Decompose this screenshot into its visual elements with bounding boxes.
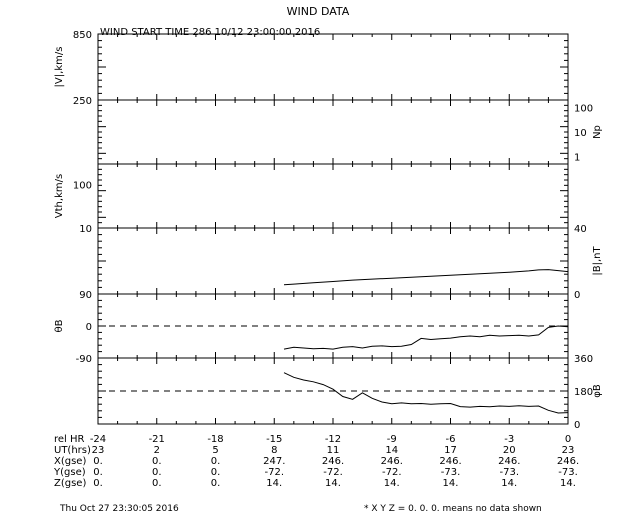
y-tick-label-right: 0 bbox=[574, 420, 580, 431]
y-tick-label-left: 850 bbox=[73, 30, 92, 41]
y-axis-label: θB bbox=[54, 319, 65, 332]
y-tick-label-right: 180 bbox=[574, 387, 593, 398]
table-cell: -72. bbox=[382, 467, 402, 478]
footer-note: * X Y Z = 0. 0. 0. means no data shown bbox=[364, 504, 542, 512]
y-tick-label-left: 100 bbox=[73, 181, 92, 192]
y-tick-label-left: 0 bbox=[86, 322, 92, 333]
y-axis-label-right: Np bbox=[592, 125, 603, 139]
y-tick-label-right: 360 bbox=[574, 354, 593, 365]
panel-thermal_speed: 100 10 Vth,km/s bbox=[54, 163, 569, 235]
table-cell: 17 bbox=[444, 445, 457, 456]
panel-speed: 850 250 |V|,km/s bbox=[54, 30, 569, 107]
y-tick-label-left: 10 bbox=[79, 224, 92, 235]
table-cell: 0. bbox=[211, 478, 221, 489]
table-cell: 14. bbox=[384, 478, 400, 489]
table-cell: 5 bbox=[212, 445, 218, 456]
y-tick-label-right: 100 bbox=[574, 103, 593, 114]
table-cell: 247. bbox=[263, 456, 285, 467]
y-tick-label-left: -90 bbox=[76, 354, 92, 365]
table-row-label: Y(gse) bbox=[53, 467, 86, 478]
table-cell: 14. bbox=[443, 478, 459, 489]
panel-frame bbox=[97, 163, 569, 229]
x-axis-group: rel HR -24 -21 -18 -15 -12 -9 -6 -3 0UT(hrs) 23 2 5 8… bbox=[53, 434, 579, 489]
panel-phi_b: 360 180 0 φB bbox=[97, 354, 603, 431]
x-tick-label: -24 bbox=[90, 434, 106, 445]
table-cell: 14. bbox=[501, 478, 517, 489]
table-cell: 0. bbox=[93, 467, 103, 478]
y-tick-label-left: 250 bbox=[73, 96, 92, 107]
table-cell: 0. bbox=[152, 478, 162, 489]
y-tick-label-right: 0 bbox=[574, 290, 580, 301]
table-cell: 14. bbox=[325, 478, 341, 489]
table-cell: 0. bbox=[211, 467, 221, 478]
table-cell: -73. bbox=[441, 467, 461, 478]
x-tick-label: -18 bbox=[207, 434, 223, 445]
x-axis-label: rel HR bbox=[54, 434, 85, 445]
panel-field_magnitude: 40 0 |B|,nT bbox=[97, 224, 603, 301]
y-axis-label-right: |B|,nT bbox=[592, 246, 603, 276]
table-cell: 246. bbox=[557, 456, 579, 467]
table-row-label: X(gse) bbox=[54, 456, 86, 467]
table-cell: -72. bbox=[264, 467, 284, 478]
y-tick-label-right: 40 bbox=[574, 224, 587, 235]
table-cell: 14. bbox=[560, 478, 576, 489]
table-cell: 23 bbox=[562, 445, 575, 456]
table-cell: 14. bbox=[266, 478, 282, 489]
table-cell: 20 bbox=[503, 445, 516, 456]
panel-frame bbox=[97, 99, 569, 165]
x-tick-label: -21 bbox=[149, 434, 165, 445]
table-cell: 246. bbox=[439, 456, 461, 467]
series-line-phi_b bbox=[283, 372, 569, 414]
table-cell: 2 bbox=[154, 445, 160, 456]
chart-title: WIND DATA bbox=[287, 5, 350, 18]
table-cell: 11 bbox=[327, 445, 340, 456]
y-axis-label-right: φB bbox=[592, 384, 603, 398]
table-cell: 246. bbox=[381, 456, 403, 467]
table-cell: 23 bbox=[92, 445, 105, 456]
table-cell: -73. bbox=[499, 467, 519, 478]
x-tick-label: -9 bbox=[387, 434, 397, 445]
table-row-label: Z(gse) bbox=[54, 478, 86, 489]
panel-frame bbox=[97, 33, 569, 101]
table-cell: -73. bbox=[558, 467, 578, 478]
footer-timestamp: Thu Oct 27 23:30:05 2016 bbox=[59, 504, 179, 512]
table-row-label: UT(hrs) bbox=[54, 445, 91, 456]
panels-group: 850 250 |V|,km/s 100 10 1 Np 100 10 Vth,km/s 40 0 |B… bbox=[54, 30, 603, 431]
table-cell: 0. bbox=[211, 456, 221, 467]
table-cell: 0. bbox=[93, 456, 103, 467]
y-tick-label-right: 10 bbox=[574, 128, 587, 139]
panel-density: 100 10 1 Np bbox=[97, 99, 603, 165]
table-cell: 8 bbox=[271, 445, 277, 456]
y-axis-label: |V|,km/s bbox=[54, 47, 65, 88]
x-tick-label: -12 bbox=[325, 434, 341, 445]
panel-theta_b: 90 0 -90 θB bbox=[54, 290, 569, 365]
panel-frame bbox=[97, 227, 569, 295]
table-cell: 246. bbox=[322, 456, 344, 467]
table-cell: 0. bbox=[152, 456, 162, 467]
table-cell: 246. bbox=[498, 456, 520, 467]
x-tick-label: -3 bbox=[504, 434, 514, 445]
series-line-theta_b bbox=[283, 325, 569, 350]
y-tick-label-left: 90 bbox=[79, 290, 92, 301]
table-cell: 0. bbox=[93, 478, 103, 489]
y-tick-label-right: 1 bbox=[574, 153, 580, 164]
table-cell: -72. bbox=[323, 467, 343, 478]
table-cell: 0. bbox=[152, 467, 162, 478]
x-tick-label: 0 bbox=[565, 434, 571, 445]
table-cell: 14 bbox=[385, 445, 398, 456]
x-tick-label: -15 bbox=[266, 434, 282, 445]
start-time-label: WIND START TIME 286 10/12 23:00:00 2016 bbox=[100, 27, 320, 38]
x-tick-label: -6 bbox=[446, 434, 456, 445]
y-axis-label: Vth,km/s bbox=[54, 174, 65, 218]
series-line-field_magnitude bbox=[283, 269, 569, 286]
